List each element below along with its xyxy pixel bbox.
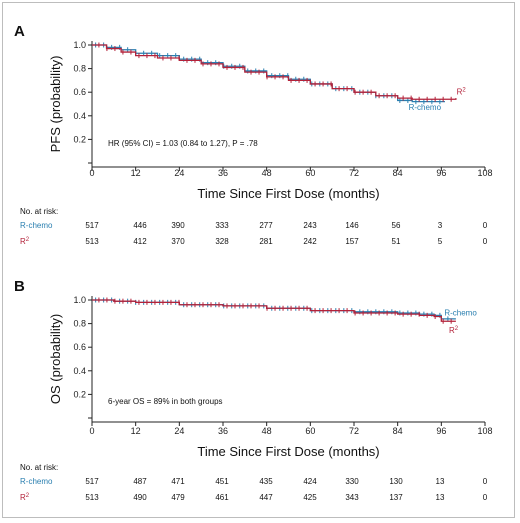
at-risk-value: 479 (171, 493, 185, 502)
at-risk-value: 330 (345, 477, 359, 486)
x-axis-title: Time Since First Dose (months) (197, 186, 379, 201)
y-tick-label: 1.0 (73, 40, 86, 50)
at-risk-value: 0 (483, 237, 488, 246)
x-tick-label: 108 (477, 426, 492, 436)
at-risk-row-name: R2 (20, 493, 30, 502)
at-risk-value: 490 (133, 493, 147, 502)
x-tick-label: 12 (131, 426, 141, 436)
x-tick-label: 84 (393, 168, 403, 178)
y-tick-label: 0.8 (73, 64, 86, 74)
at-risk-value: 157 (345, 237, 359, 246)
at-risk-value: 243 (303, 221, 317, 230)
x-tick-label: 84 (393, 426, 403, 436)
y-tick-label: 0.4 (73, 366, 86, 376)
at-risk-value: 0 (483, 221, 488, 230)
at-risk-value: 51 (392, 237, 401, 246)
at-risk-value: 435 (259, 477, 273, 486)
at-risk-value: 0 (483, 493, 488, 502)
y-tick-label: 0.6 (73, 342, 86, 352)
at-risk-value: 5 (438, 237, 443, 246)
at-risk-value: 277 (259, 221, 273, 230)
at-risk-heading: No. at risk: (20, 207, 58, 216)
at-risk-value: 471 (171, 477, 185, 486)
at-risk-value: 130 (389, 477, 403, 486)
at-risk-value: 513 (85, 237, 99, 246)
at-risk-value: 3 (438, 221, 443, 230)
at-risk-value: 446 (133, 221, 147, 230)
x-tick-label: 48 (262, 168, 272, 178)
y-tick-label: 0.4 (73, 111, 86, 121)
series-label-R2: R2 (449, 326, 459, 335)
series-label-R2: R2 (457, 88, 467, 97)
annotation-text: 6-year OS = 89% in both groups (108, 397, 223, 406)
x-axis-title: Time Since First Dose (months) (197, 444, 379, 459)
x-tick-label: 96 (436, 426, 446, 436)
x-tick-label: 60 (305, 426, 315, 436)
y-tick-label: 1.0 (73, 295, 86, 305)
at-risk-value: 281 (259, 237, 273, 246)
at-risk-value: 343 (345, 493, 359, 502)
series-line-R2 (92, 299, 456, 322)
at-risk-value: 137 (389, 493, 403, 502)
x-tick-label: 108 (477, 168, 492, 178)
at-risk-value: 424 (303, 477, 317, 486)
at-risk-value: 412 (133, 237, 147, 246)
at-risk-value: 0 (483, 477, 488, 486)
at-risk-value: 425 (303, 493, 317, 502)
x-tick-label: 12 (131, 168, 141, 178)
x-tick-label: 24 (174, 426, 184, 436)
x-tick-label: 36 (218, 168, 228, 178)
at-risk-value: 517 (85, 221, 99, 230)
at-risk-row-name: R-chemo (20, 221, 53, 230)
annotation-text: HR (95% CI) = 1.03 (0.84 to 1.27), P = .… (108, 139, 258, 148)
y-axis-title: PFS (probability) (48, 56, 63, 153)
y-tick-label: 0.2 (73, 134, 86, 144)
x-tick-label: 0 (89, 426, 94, 436)
series-label-R-chemo: R-chemo (444, 308, 477, 317)
series-label-R-chemo: R-chemo (409, 103, 442, 112)
figure-frame (2, 2, 515, 518)
x-tick-label: 72 (349, 168, 359, 178)
at-risk-value: 242 (303, 237, 317, 246)
at-risk-value: 370 (171, 237, 185, 246)
at-risk-value: 447 (259, 493, 273, 502)
at-risk-value: 487 (133, 477, 147, 486)
at-risk-value: 13 (436, 493, 445, 502)
y-axis-title: OS (probability) (48, 314, 63, 404)
x-tick-label: 60 (305, 168, 315, 178)
at-risk-row-name: R2 (20, 237, 30, 246)
at-risk-value: 56 (392, 221, 401, 230)
at-risk-heading: No. at risk: (20, 463, 58, 472)
panel-B: B 0.2 0.4 0.6 0.8 1.0 0 12 24 36 48 60 72 84 96 108 Time… (14, 278, 493, 502)
at-risk-row-name: R-chemo (20, 477, 53, 486)
at-risk-value: 513 (85, 493, 99, 502)
x-tick-label: 96 (436, 168, 446, 178)
panel-letter: A (14, 23, 25, 40)
panel-letter: B (14, 278, 25, 295)
at-risk-value: 451 (215, 477, 229, 486)
x-tick-label: 48 (262, 426, 272, 436)
x-tick-label: 24 (174, 168, 184, 178)
at-risk-value: 13 (436, 477, 445, 486)
at-risk-value: 461 (215, 493, 229, 502)
at-risk-value: 390 (171, 221, 185, 230)
at-risk-value: 333 (215, 221, 229, 230)
at-risk-value: 146 (345, 221, 359, 230)
panel-A: A 0.2 0.4 0.6 0.8 1.0 0 12 24 36 48 60 72 84 96 108 Time… (14, 23, 493, 246)
y-tick-label: 0.8 (73, 319, 86, 329)
x-tick-label: 36 (218, 426, 228, 436)
x-tick-label: 0 (89, 168, 94, 178)
at-risk-value: 328 (215, 237, 229, 246)
y-tick-label: 0.2 (73, 389, 86, 399)
y-tick-label: 0.6 (73, 87, 86, 97)
x-tick-label: 72 (349, 426, 359, 436)
at-risk-value: 517 (85, 477, 99, 486)
series-line-R-chemo (92, 44, 445, 103)
